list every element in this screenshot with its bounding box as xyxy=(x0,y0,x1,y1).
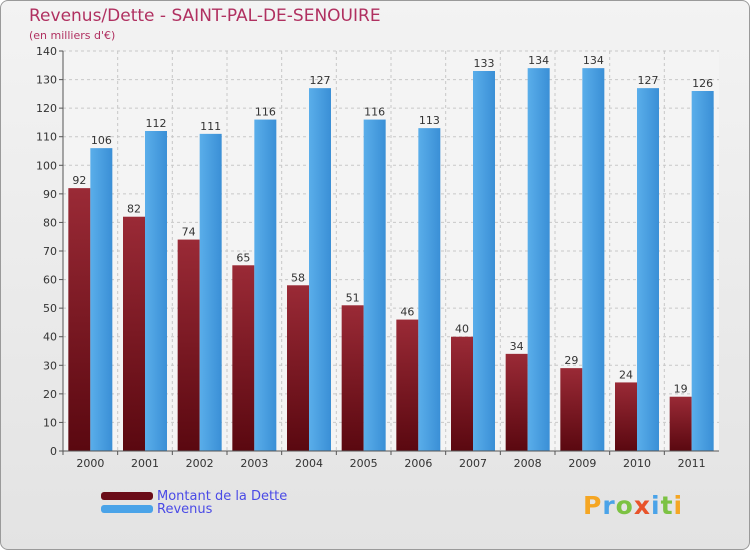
bar-revenus-2003 xyxy=(254,119,277,452)
x-tick-label-2008: 2008 xyxy=(514,457,542,470)
y-tick-label: 120 xyxy=(36,102,57,115)
data-label-revenus-2001: 112 xyxy=(146,117,167,130)
x-tick-label-2001: 2001 xyxy=(131,457,159,470)
bar-revenus-2005 xyxy=(363,119,386,452)
x-tick-label-2003: 2003 xyxy=(240,457,268,470)
data-label-revenus-2011: 126 xyxy=(692,77,713,90)
bar-debt-2007 xyxy=(451,336,473,451)
y-tick-label: 20 xyxy=(43,388,57,401)
legend-swatch-revenus xyxy=(101,505,153,513)
data-label-revenus-2010: 127 xyxy=(638,74,659,87)
y-tick-label: 110 xyxy=(36,131,57,144)
data-label-debt-2011: 19 xyxy=(674,383,688,396)
data-label-revenus-2005: 116 xyxy=(364,106,385,119)
bar-debt-2008 xyxy=(505,353,528,451)
x-tick-label-2010: 2010 xyxy=(623,457,651,470)
y-tick-label: 0 xyxy=(50,445,57,458)
legend-label-revenus: Revenus xyxy=(157,501,213,517)
legend-item-debt: Montant de la Dette xyxy=(101,488,288,504)
x-tick-label-2000: 2000 xyxy=(76,457,104,470)
data-label-debt-2005: 51 xyxy=(346,291,360,304)
logo-letter: i xyxy=(651,491,661,520)
data-label-revenus-2008: 134 xyxy=(528,54,549,67)
x-tick-label-2006: 2006 xyxy=(404,457,432,470)
x-tick-label-2007: 2007 xyxy=(459,457,487,470)
y-tick-label: 90 xyxy=(43,188,57,201)
data-label-revenus-2006: 113 xyxy=(419,114,440,127)
chart-title: Revenus/Dette - SAINT-PAL-DE-SENOUIRE xyxy=(29,6,381,26)
bar-revenus-2009 xyxy=(582,68,605,452)
y-tick-label: 10 xyxy=(43,416,57,429)
x-tick-label-2009: 2009 xyxy=(568,457,596,470)
legend-label-debt: Montant de la Dette xyxy=(157,488,288,504)
logo-letter: t xyxy=(660,491,674,520)
bar-debt-2010 xyxy=(615,382,637,451)
y-tick-label: 100 xyxy=(36,159,57,172)
bar-revenus-2010 xyxy=(637,88,659,452)
data-label-debt-2009: 29 xyxy=(564,354,578,367)
y-tick-label: 70 xyxy=(43,245,57,258)
bar-debt-2002 xyxy=(177,239,200,451)
logo-letter: P xyxy=(583,491,603,520)
bar-revenus-2004 xyxy=(309,88,331,452)
bar-revenus-2001 xyxy=(145,131,167,451)
data-label-debt-2000: 92 xyxy=(72,174,86,187)
data-label-debt-2008: 34 xyxy=(510,340,524,353)
data-label-revenus-2000: 106 xyxy=(91,134,112,147)
legend-item-revenus: Revenus xyxy=(101,501,213,517)
y-tick-label: 60 xyxy=(43,274,57,287)
bar-revenus-2011 xyxy=(691,91,714,451)
y-tick-label: 50 xyxy=(43,302,57,315)
bar-debt-2006 xyxy=(396,319,419,451)
x-tick-label-2011: 2011 xyxy=(678,457,706,470)
bar-debt-2011 xyxy=(669,396,692,451)
data-label-debt-2003: 65 xyxy=(236,251,250,264)
y-tick-label: 140 xyxy=(36,45,57,58)
y-tick-label: 30 xyxy=(43,359,57,372)
data-label-revenus-2007: 133 xyxy=(474,57,495,70)
data-label-debt-2002: 74 xyxy=(182,226,196,239)
x-tick-label-2005: 2005 xyxy=(350,457,378,470)
bar-revenus-2008 xyxy=(527,68,550,452)
bar-debt-2005 xyxy=(341,305,364,451)
legend-swatch-debt xyxy=(101,492,153,500)
logo-letter: i xyxy=(673,491,684,520)
data-label-revenus-2002: 111 xyxy=(200,120,221,133)
data-label-debt-2007: 40 xyxy=(455,323,469,336)
data-label-debt-2010: 24 xyxy=(619,368,633,381)
x-tick-label-2002: 2002 xyxy=(186,457,214,470)
data-label-debt-2004: 58 xyxy=(291,271,305,284)
y-tick-label: 130 xyxy=(36,74,57,87)
y-tick-label: 40 xyxy=(43,331,57,344)
bar-revenus-2006 xyxy=(418,128,441,451)
bar-debt-2001 xyxy=(123,216,145,451)
bar-revenus-2007 xyxy=(473,71,495,451)
bar-debt-2003 xyxy=(232,265,255,451)
data-label-debt-2001: 82 xyxy=(127,203,141,216)
bar-debt-2004 xyxy=(287,285,309,451)
y-tick-label: 80 xyxy=(43,216,57,229)
proxiti-logo: Proxiti xyxy=(583,491,683,520)
chart-subtitle: (en milliers d'€) xyxy=(29,29,116,42)
data-label-debt-2006: 46 xyxy=(400,306,414,319)
data-label-revenus-2004: 127 xyxy=(310,74,331,87)
data-label-revenus-2009: 134 xyxy=(583,54,604,67)
logo-letter: o xyxy=(615,491,634,520)
data-label-revenus-2003: 116 xyxy=(255,106,276,119)
logo-letter: x xyxy=(633,491,651,520)
bar-debt-2009 xyxy=(560,368,583,451)
bar-debt-2000 xyxy=(68,188,91,451)
bar-revenus-2002 xyxy=(199,133,222,451)
logo-letter: r xyxy=(602,491,616,520)
x-tick-label-2004: 2004 xyxy=(295,457,323,470)
bar-revenus-2000 xyxy=(90,148,113,451)
